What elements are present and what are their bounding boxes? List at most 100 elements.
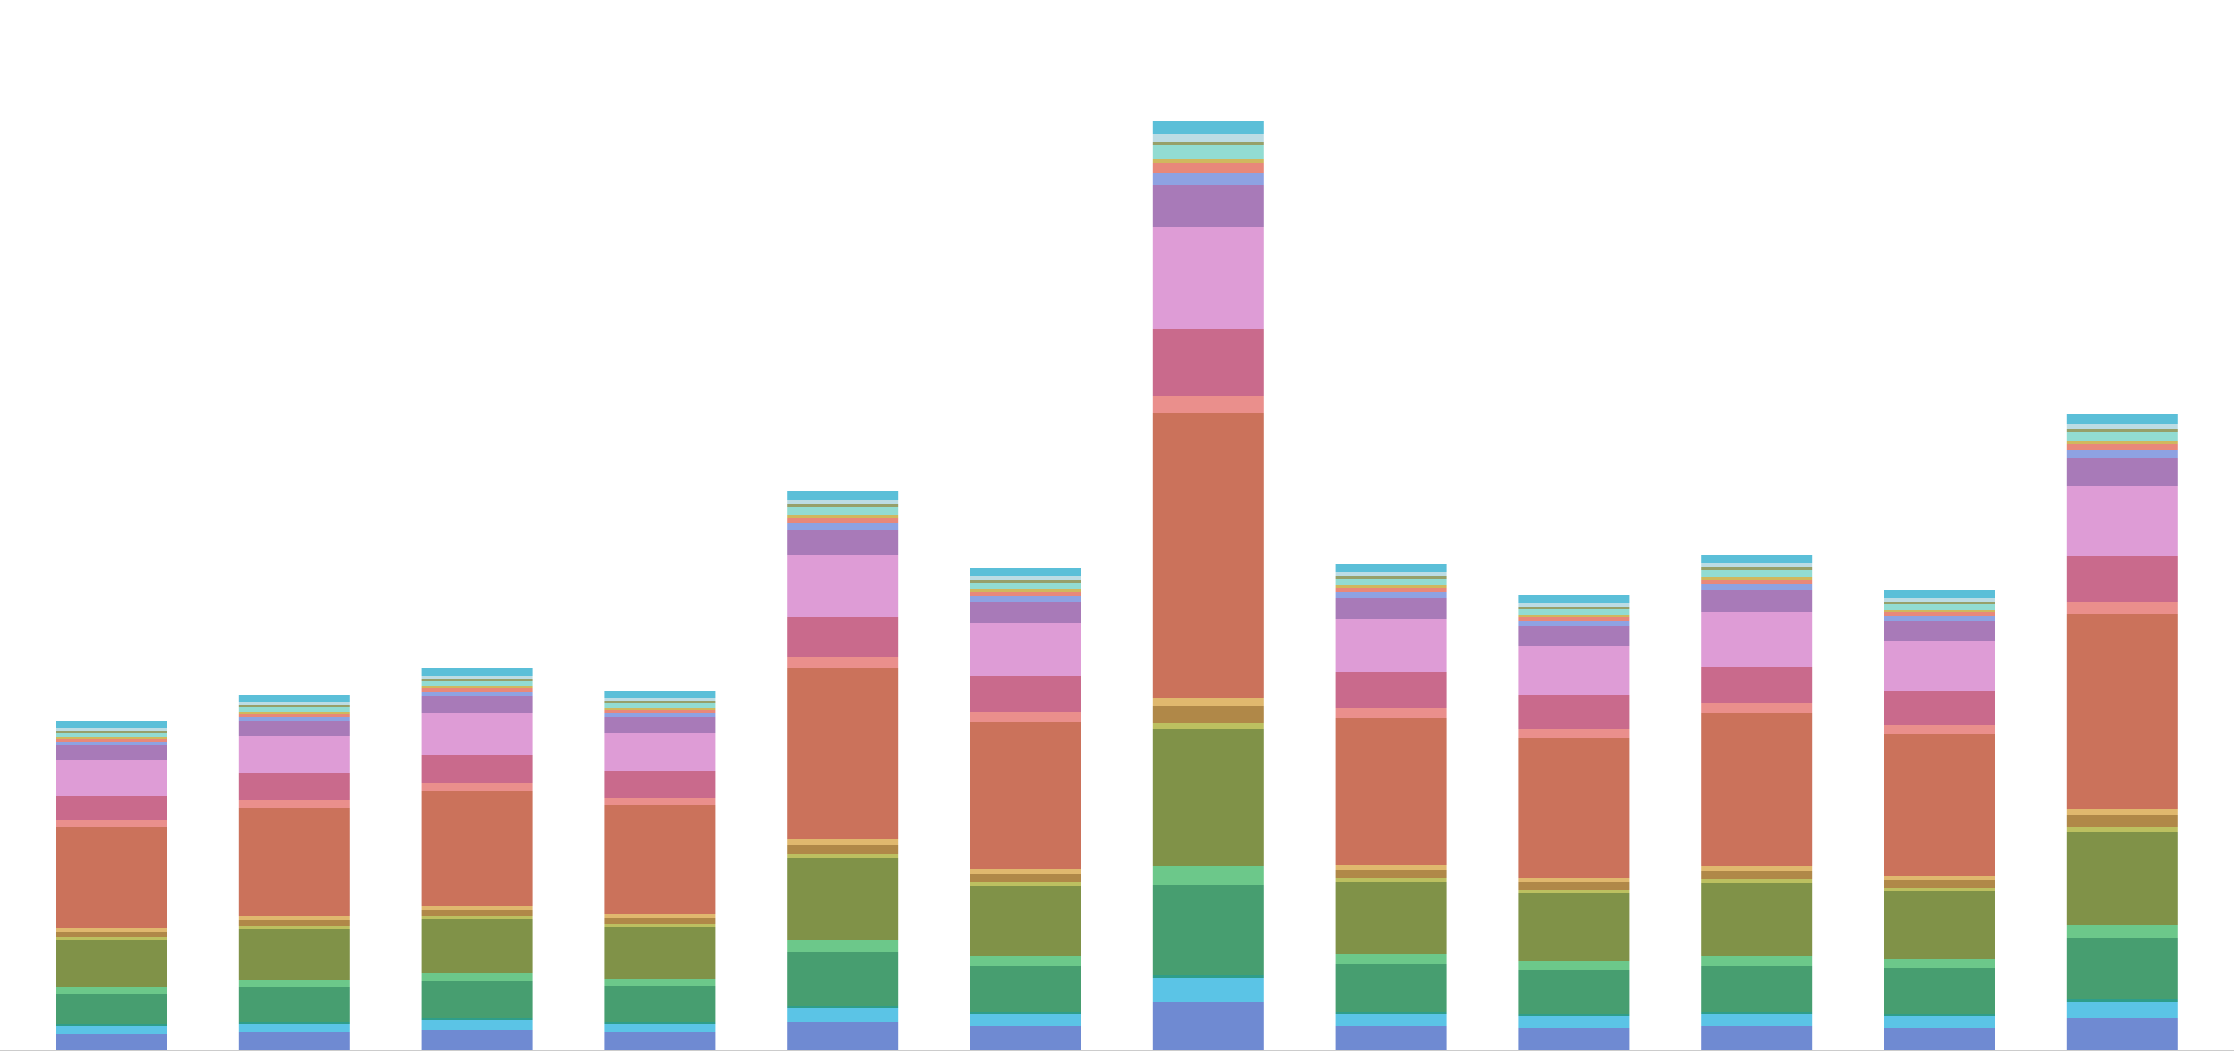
- bar-segment-6-6: [970, 886, 1081, 956]
- bar-segment-4-18: [604, 703, 716, 708]
- bar-segment-7-6: [1152, 729, 1264, 866]
- bar-segment-9-2: [1518, 1016, 1630, 1028]
- bar-segment-2-14: [238, 721, 350, 736]
- bar-segment-6-2: [970, 1014, 1081, 1026]
- bar-segment-6-3: [970, 1012, 1081, 1014]
- bar-segment-10-6: [1701, 883, 1813, 956]
- bar-segment-12-18: [2066, 432, 2178, 441]
- bar-segment-1-4: [56, 994, 167, 1024]
- bar-segment-11-8: [1884, 880, 1995, 888]
- bar-segment-6-1: [970, 1026, 1081, 1050]
- bar-segment-7-21: [1152, 121, 1264, 134]
- bar-segment-8-10: [1335, 718, 1447, 865]
- bar-segment-8-14: [1335, 598, 1447, 619]
- bar-segment-5-19: [787, 504, 899, 507]
- bar-segment-10-4: [1701, 966, 1813, 1012]
- bar-segment-8-2: [1335, 1014, 1447, 1026]
- bar-segment-8-12: [1335, 672, 1447, 708]
- bar-segment-9-3: [1518, 1014, 1630, 1016]
- bar-segment-9-4: [1518, 970, 1630, 1014]
- bar-segment-9-17: [1518, 615, 1630, 617]
- bar-segment-4-4: [604, 986, 716, 1022]
- bar-segment-2-11: [238, 800, 350, 808]
- bar-segment-3-17: [421, 686, 533, 688]
- bar-segment-11-12: [1884, 691, 1995, 725]
- bar-segment-1-12: [56, 796, 167, 820]
- bar-segment-12-10: [2066, 614, 2178, 809]
- bar-segment-1-13: [56, 760, 167, 796]
- bar-segment-7-17: [1152, 159, 1264, 163]
- bar-segment-10-15: [1701, 584, 1813, 590]
- bar-segment-7-7: [1152, 723, 1264, 729]
- bar-segment-10-7: [1701, 879, 1813, 883]
- bar-segment-5-18: [787, 507, 899, 515]
- bar-segment-8-11: [1335, 708, 1447, 718]
- bar-segment-9-16: [1518, 617, 1630, 621]
- bar-segment-4-20: [604, 698, 716, 701]
- bar-segment-3-19: [421, 679, 533, 681]
- bar-segment-12-3: [2066, 999, 2178, 1002]
- bar-segment-1-21: [56, 721, 167, 728]
- bar-segment-8-6: [1335, 882, 1447, 954]
- bar-segment-11-3: [1884, 1014, 1995, 1016]
- bar-segment-8-5: [1335, 954, 1447, 964]
- bar-segment-4-16: [604, 710, 716, 713]
- bar-segment-4-8: [604, 918, 716, 924]
- bar-segment-12-8: [2066, 815, 2178, 827]
- bar-segment-11-19: [1884, 602, 1995, 604]
- bar-segment-9-5: [1518, 961, 1630, 970]
- bar-segment-1-14: [56, 745, 167, 760]
- bar-segment-12-2: [2066, 1002, 2178, 1018]
- bar-segment-5-4: [787, 952, 899, 1006]
- bar-segment-4-5: [604, 979, 716, 986]
- bar-segment-2-4: [238, 987, 350, 1022]
- bar-segment-2-15: [238, 717, 350, 721]
- bar-segment-4-1: [604, 1032, 716, 1050]
- bar-segment-3-18: [421, 681, 533, 686]
- bar-segment-1-20: [56, 728, 167, 731]
- bar-segment-7-13: [1152, 227, 1264, 329]
- bar-segment-8-18: [1335, 579, 1447, 585]
- bar-segment-4-7: [604, 924, 716, 927]
- bar-segment-4-10: [604, 805, 716, 914]
- bar-segment-9-1: [1518, 1028, 1630, 1050]
- bar-segment-4-14: [604, 717, 716, 733]
- bar-segment-4-21: [604, 691, 716, 698]
- bar-segment-10-11: [1701, 703, 1813, 713]
- bar-segment-11-13: [1884, 641, 1995, 691]
- bar-segment-7-11: [1152, 396, 1264, 413]
- bar-segment-1-11: [56, 820, 167, 827]
- bar-segment-1-10: [56, 827, 167, 928]
- bar-segment-3-7: [421, 916, 533, 919]
- bar-segment-7-9: [1152, 698, 1264, 706]
- bar-segment-2-7: [238, 926, 350, 929]
- bar-segment-3-11: [421, 783, 533, 791]
- bar-segment-2-21: [238, 695, 350, 702]
- bar-segment-7-16: [1152, 163, 1264, 173]
- bar-segment-7-12: [1152, 329, 1264, 396]
- bar-segment-8-13: [1335, 619, 1447, 672]
- bar-segment-3-21: [421, 668, 533, 676]
- bar-segment-10-2: [1701, 1014, 1813, 1026]
- bar-segment-8-8: [1335, 870, 1447, 878]
- bar-segment-11-10: [1884, 734, 1995, 876]
- bar-segment-10-9: [1701, 866, 1813, 871]
- bar-segment-9-6: [1518, 893, 1630, 961]
- bar-segment-4-17: [604, 708, 716, 710]
- bar-segment-11-6: [1884, 891, 1995, 959]
- bar-segment-3-8: [421, 910, 533, 916]
- bar-segment-1-2: [56, 1026, 167, 1034]
- bar-segment-3-9: [421, 906, 533, 910]
- bar-segment-11-5: [1884, 959, 1995, 968]
- bar-segment-10-12: [1701, 667, 1813, 703]
- bar-segment-4-9: [604, 914, 716, 918]
- bar-segment-7-19: [1152, 142, 1264, 145]
- bar-segment-6-4: [970, 966, 1081, 1012]
- bar-segment-7-15: [1152, 173, 1264, 185]
- bar-segment-10-20: [1701, 563, 1813, 567]
- bar-segment-6-12: [970, 676, 1081, 712]
- bar-segment-4-15: [604, 713, 716, 717]
- bar-segment-8-9: [1335, 865, 1447, 870]
- bar-segment-12-11: [2066, 602, 2178, 614]
- bar-segment-10-21: [1701, 555, 1813, 563]
